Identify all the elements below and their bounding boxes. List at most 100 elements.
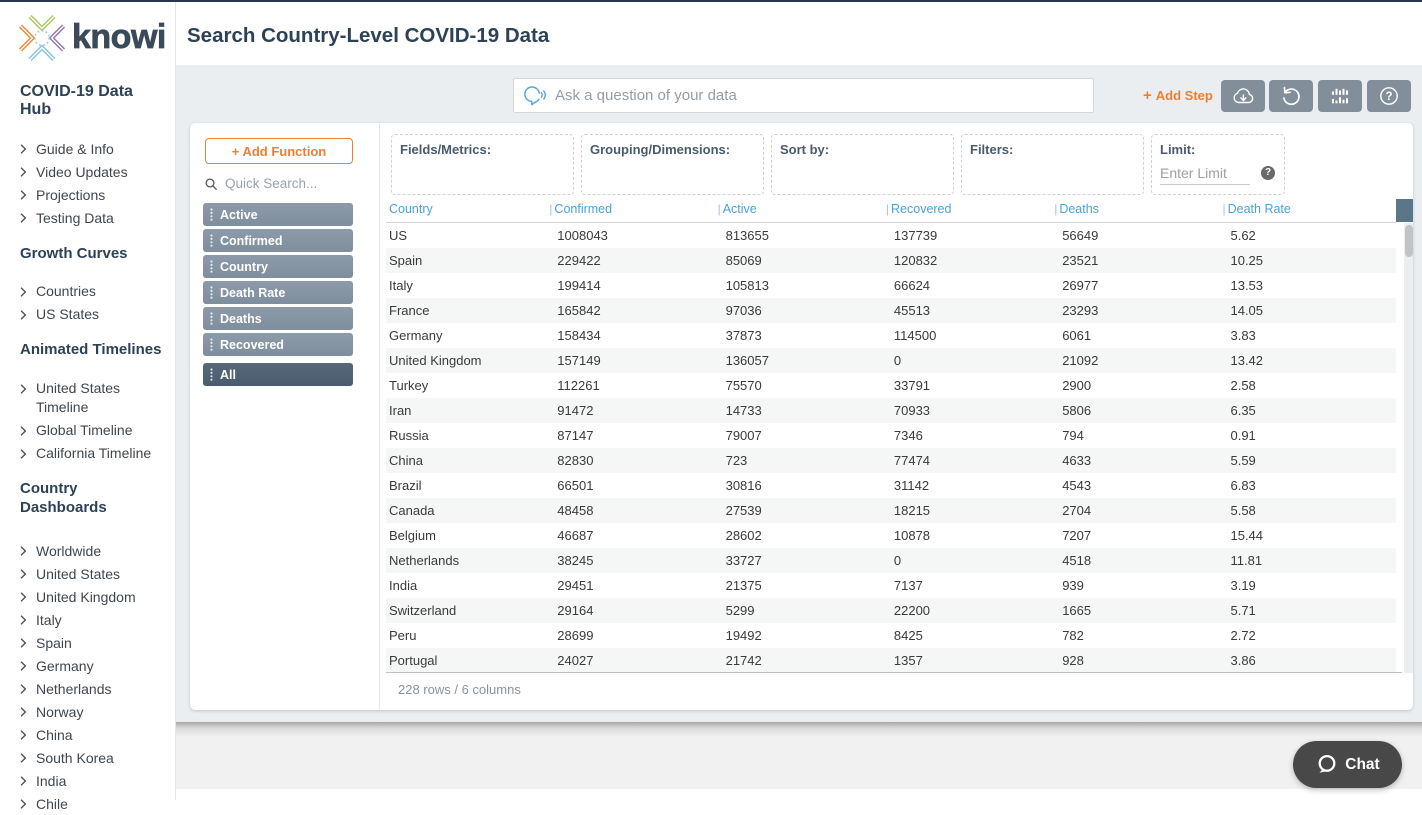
field-pill[interactable]: Death Rate (203, 281, 353, 304)
sidebar-item[interactable]: Norway (20, 701, 83, 723)
field-pill[interactable]: Active (203, 203, 353, 226)
sidebar-item[interactable]: California Timeline (20, 443, 151, 465)
table-row[interactable]: United Kingdom 157149 136057 0 21092 13.42 (386, 348, 1396, 373)
download-button[interactable] (1221, 80, 1265, 112)
table-row-count: 228 rows / 6 columns (398, 682, 521, 697)
table-cell: 3.83 (1230, 328, 1256, 343)
table-row[interactable]: Russia 87147 79007 7346 794 0.91 (386, 423, 1396, 448)
table-cell: 112261 (557, 378, 600, 393)
table-cell: Turkey (389, 378, 429, 393)
table-row[interactable]: US 1008043 813655 137739 56649 5.62 (386, 223, 1396, 248)
limit-dropzone[interactable]: Limit: ? (1151, 134, 1285, 195)
table-row[interactable]: Iran 91472 14733 70933 5806 6.35 (386, 398, 1396, 423)
field-pill[interactable]: Recovered (203, 333, 353, 356)
table-scrollbar-thumb[interactable] (1404, 225, 1413, 257)
sidebar-section-header: Country Dashboards (20, 479, 107, 516)
field-pill[interactable]: Deaths (203, 307, 353, 330)
table-row[interactable]: India 29451 21375 7137 939 3.19 (386, 573, 1396, 598)
sidebar-item[interactable]: South Korea (20, 747, 114, 769)
grouping-dimensions-dropzone[interactable]: Grouping/Dimensions: (581, 134, 764, 195)
column-header-recovered[interactable]: | Recovered (886, 196, 1059, 222)
chat-button[interactable]: Chat (1293, 741, 1402, 788)
table-cell: 21092 (1062, 353, 1099, 368)
table-row[interactable]: China 82830 723 77474 4633 5.59 (386, 448, 1396, 473)
reset-button[interactable] (1269, 80, 1313, 112)
column-separator: | (1054, 202, 1058, 216)
field-pill[interactable]: Country (203, 255, 353, 278)
sidebar-item[interactable]: Worldwide (20, 540, 101, 562)
table-cell: 21742 (725, 653, 762, 668)
table-row[interactable]: Belgium 46687 28602 10878 7207 15.44 (386, 523, 1396, 548)
sidebar-item[interactable]: United States Timeline (20, 379, 154, 418)
field-pill[interactable]: Confirmed (203, 229, 353, 252)
sidebar-item[interactable]: China (20, 724, 73, 746)
field-pill-label: Recovered (220, 337, 284, 352)
table-row[interactable]: Switzerland 29164 5299 22200 1665 5.71 (386, 598, 1396, 623)
sidebar-item[interactable]: United States (20, 563, 120, 585)
field-pill-all[interactable]: All (203, 363, 353, 386)
sidebar-item[interactable]: Projections (20, 184, 105, 206)
knowi-logo[interactable]: knowi (19, 15, 167, 61)
sidebar-item[interactable]: Germany (20, 655, 94, 677)
table-row[interactable]: Italy 199414 105813 66624 26977 13.53 (386, 273, 1396, 298)
quick-search-input[interactable] (225, 176, 355, 191)
table-row[interactable]: Netherlands 38245 33727 0 4518 11.81 (386, 548, 1396, 573)
sidebar-item-label: Testing Data (36, 209, 114, 226)
column-header-confirmed[interactable]: | Confirmed (549, 196, 722, 222)
column-header-active[interactable]: | Active (718, 196, 891, 222)
limit-help-icon[interactable]: ? (1261, 166, 1275, 180)
add-function-button[interactable]: + Add Function (205, 138, 353, 164)
sidebar-item[interactable]: India (20, 770, 66, 792)
sidebar-item[interactable]: Italy (20, 609, 62, 631)
table-row[interactable]: Germany 158434 37873 114500 6061 3.83 (386, 323, 1396, 348)
plus-icon: + (1143, 87, 1152, 104)
sidebar-item[interactable]: Global Timeline (20, 420, 133, 442)
table-row[interactable]: Turkey 112261 75570 33791 2900 2.58 (386, 373, 1396, 398)
column-header-deaths[interactable]: | Deaths (1054, 196, 1227, 222)
chevron-right-icon (20, 383, 27, 394)
table-row[interactable]: Brazil 66501 30816 31142 4543 6.83 (386, 473, 1396, 498)
table-body: US 1008043 813655 137739 56649 5.62 Spain 2294… (386, 223, 1396, 673)
help-button[interactable]: ? (1367, 80, 1411, 112)
table-cell: 4518 (1062, 553, 1092, 568)
table-scrollbar-track[interactable] (1404, 223, 1413, 673)
fields-metrics-dropzone[interactable]: Fields/Metrics: (391, 134, 574, 195)
table-row[interactable]: Portugal 24027 21742 1357 928 3.86 (386, 648, 1396, 673)
add-step-button[interactable]: + Add Step (1143, 78, 1213, 113)
sidebar-item[interactable]: Spain (20, 632, 72, 654)
dropzone-label: Fields/Metrics: (400, 142, 492, 157)
sidebar-item[interactable]: Countries (20, 281, 96, 303)
sidebar-item[interactable]: United Kingdom (20, 586, 136, 608)
column-header-country[interactable]: Country (386, 196, 554, 222)
page-header: Search Country-Level COVID-19 Data (176, 2, 1422, 65)
limit-input[interactable] (1160, 165, 1250, 185)
table-row[interactable]: Peru 28699 19492 8425 782 2.72 (386, 623, 1396, 648)
chevron-right-icon (20, 167, 27, 177)
field-pill-label: All (220, 367, 236, 382)
sidebar-item-label: Norway (36, 703, 84, 720)
column-header-death-rate[interactable]: | Death Rate (1222, 196, 1395, 222)
table-cell: 28602 (725, 528, 762, 543)
sidebar-item[interactable]: Guide & Info (20, 138, 114, 160)
table-cell: Germany (389, 328, 443, 343)
chart-settings-button[interactable] (1318, 80, 1362, 112)
table-row[interactable]: Canada 48458 27539 18215 2704 5.58 (386, 498, 1396, 523)
sidebar-item[interactable]: Netherlands (20, 678, 112, 700)
table-row[interactable]: France 165842 97036 45513 23293 14.05 (386, 298, 1396, 323)
sort-by-dropzone[interactable]: Sort by: (771, 134, 954, 195)
sidebar-item[interactable]: Testing Data (20, 207, 114, 229)
drag-handle-icon (210, 312, 213, 325)
sidebar-item[interactable]: US States (20, 304, 99, 326)
table-cell: 2900 (1062, 378, 1092, 393)
sidebar-item[interactable]: Video Updates (20, 161, 128, 183)
sidebar-item-label: Chile (36, 795, 68, 812)
table-row[interactable]: Spain 229422 85069 120832 23521 10.25 (386, 248, 1396, 273)
sidebar-item[interactable]: Chile (20, 793, 68, 815)
table-cell: 24027 (557, 653, 594, 668)
ask-question-input[interactable] (555, 87, 1093, 104)
table-cell: 5.71 (1230, 603, 1256, 618)
sidebar-item-label: Netherlands (36, 680, 112, 697)
drag-handle-icon (210, 234, 213, 247)
table-cell: 77474 (893, 453, 931, 468)
filters-dropzone[interactable]: Filters: (961, 134, 1144, 195)
